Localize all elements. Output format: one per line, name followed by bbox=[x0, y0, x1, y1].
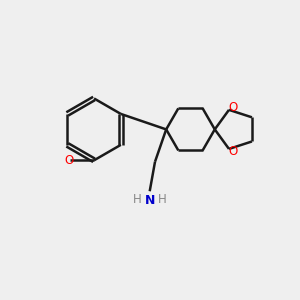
Text: O: O bbox=[65, 154, 74, 167]
Text: O: O bbox=[228, 101, 237, 114]
Text: O: O bbox=[228, 145, 237, 158]
Text: H: H bbox=[158, 193, 167, 206]
Text: N: N bbox=[145, 194, 155, 207]
Text: H: H bbox=[133, 193, 142, 206]
